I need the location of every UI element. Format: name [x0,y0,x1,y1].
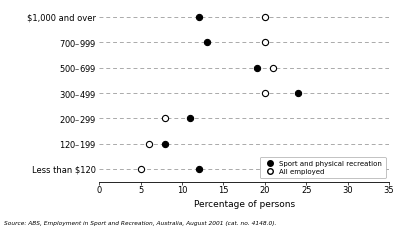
Point [262,15,268,19]
Point [262,91,268,95]
Point [195,167,202,171]
Point [270,66,276,70]
Point [262,41,268,44]
Legend: Sport and physical recreation, All employed: Sport and physical recreation, All emplo… [260,157,385,178]
Point [204,41,210,44]
Point [187,116,193,120]
Point [195,15,202,19]
Point [162,116,169,120]
X-axis label: Percentage of persons: Percentage of persons [194,200,295,209]
Point [295,91,301,95]
Text: Source: ABS, Employment in Sport and Recreation, Australia, August 2001 (cat. no: Source: ABS, Employment in Sport and Rec… [4,221,276,226]
Point [146,142,152,146]
Point [253,66,260,70]
Point [162,142,169,146]
Point [137,167,144,171]
